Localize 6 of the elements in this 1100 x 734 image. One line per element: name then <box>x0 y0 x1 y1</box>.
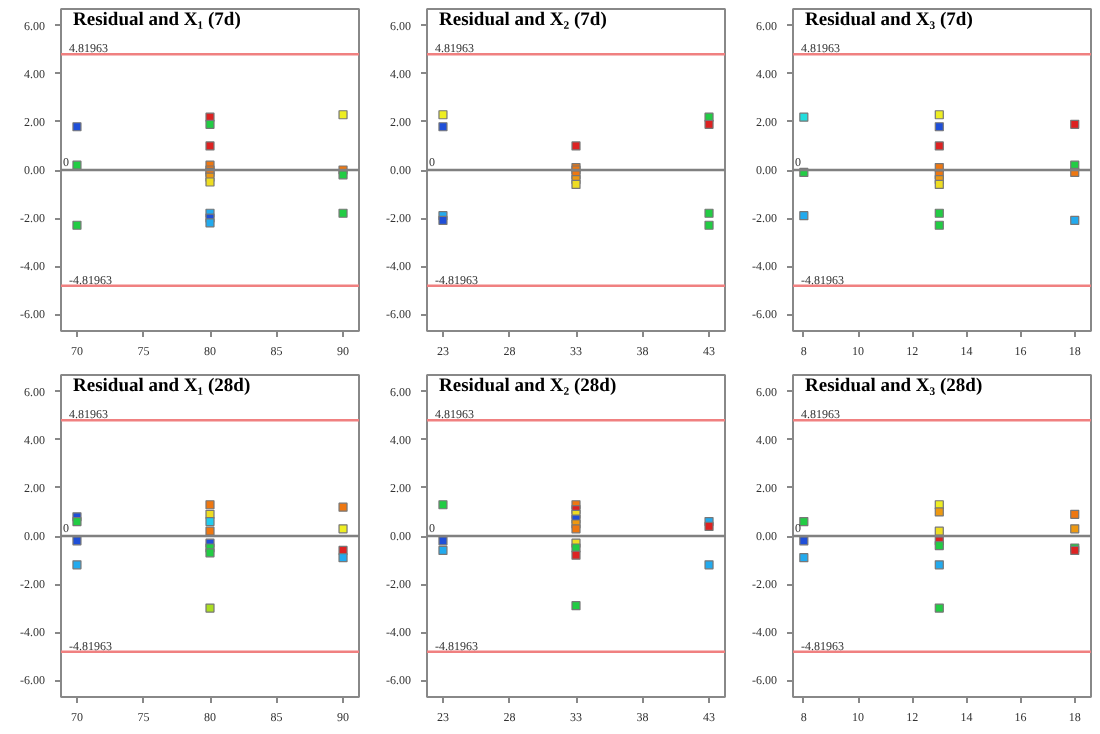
chart-title: Residual and X₃ (28d) <box>805 377 983 397</box>
chart-title: Residual and X₁ (28d) <box>73 377 251 397</box>
chart-title: Residual and X₂ (28d) <box>439 377 617 397</box>
chart-title: Residual and X₁ (7d) <box>73 11 241 31</box>
chart-title: Residual and X₂ (7d) <box>439 11 607 31</box>
chart-title: Residual and X₃ (7d) <box>805 11 973 31</box>
